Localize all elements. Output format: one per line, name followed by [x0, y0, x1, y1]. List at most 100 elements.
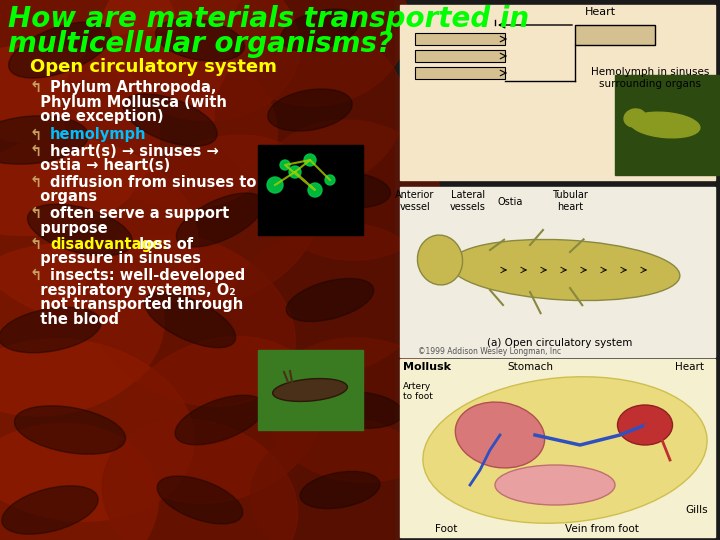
Ellipse shape [0, 45, 160, 235]
Ellipse shape [63, 32, 277, 208]
Text: (a) Open circulatory system: (a) Open circulatory system [487, 338, 633, 348]
Text: ↰: ↰ [30, 80, 42, 95]
Ellipse shape [423, 377, 707, 523]
Bar [415, 50, 505, 62]
Bar [258, 145, 363, 235]
Text: Artery
to foot: Artery to foot [403, 382, 433, 401]
Text: one exception): one exception) [30, 109, 163, 124]
Text: ↰: ↰ [30, 206, 42, 221]
Ellipse shape [260, 120, 440, 260]
Text: ↰: ↰ [30, 144, 42, 159]
Ellipse shape [287, 279, 374, 321]
Ellipse shape [0, 307, 101, 353]
Ellipse shape [0, 138, 198, 322]
Ellipse shape [0, 423, 158, 540]
Ellipse shape [119, 135, 321, 305]
Ellipse shape [231, 223, 428, 377]
Bar [575, 25, 655, 45]
Bar [415, 33, 505, 45]
Text: loss of: loss of [135, 237, 194, 252]
Text: Phylum Mollusca (with: Phylum Mollusca (with [30, 94, 227, 110]
Ellipse shape [102, 419, 297, 540]
Text: heart(s) → sinuses →: heart(s) → sinuses → [50, 144, 219, 159]
Text: Mollusk: Mollusk [403, 362, 451, 372]
Text: ©1999 Addison Wesley Longman, Inc: ©1999 Addison Wesley Longman, Inc [418, 347, 562, 356]
Text: Hemolymph in sinuses
surrounding organs: Hemolymph in sinuses surrounding organs [591, 67, 709, 89]
Ellipse shape [0, 116, 89, 164]
Ellipse shape [455, 402, 544, 468]
Text: ↰: ↰ [30, 237, 42, 252]
Ellipse shape [265, 338, 455, 482]
Ellipse shape [418, 235, 462, 285]
Ellipse shape [101, 0, 300, 120]
Text: insects: well-developed: insects: well-developed [50, 268, 246, 283]
Bar [400, 359, 715, 537]
Ellipse shape [251, 420, 429, 540]
Ellipse shape [231, 0, 409, 106]
Bar [400, 5, 715, 180]
Text: ↰: ↰ [30, 175, 42, 190]
Ellipse shape [27, 204, 132, 256]
Text: Gills: Gills [685, 505, 708, 515]
Bar [258, 350, 363, 430]
Text: often serve a support: often serve a support [50, 206, 229, 221]
Text: hemolymph: hemolymph [50, 127, 146, 143]
Bar [615, 75, 720, 175]
Text: not transported through: not transported through [30, 297, 243, 312]
Text: disadvantage:: disadvantage: [50, 237, 168, 252]
Ellipse shape [495, 465, 615, 505]
Ellipse shape [175, 395, 265, 445]
Ellipse shape [630, 112, 700, 138]
Text: ↰: ↰ [30, 127, 42, 143]
Text: Ostia: Ostia [498, 197, 523, 207]
Ellipse shape [215, 30, 405, 191]
Text: multicellular organisms?: multicellular organisms? [8, 30, 393, 58]
Text: purpose: purpose [30, 220, 107, 235]
Circle shape [325, 175, 335, 185]
Ellipse shape [273, 379, 347, 401]
Circle shape [280, 160, 290, 170]
Text: ↰: ↰ [30, 268, 42, 283]
Text: diffusion from sinuses to: diffusion from sinuses to [50, 175, 256, 190]
Text: Heart: Heart [675, 362, 704, 372]
Ellipse shape [268, 89, 352, 131]
Circle shape [289, 166, 301, 178]
Circle shape [304, 154, 316, 166]
Text: Vein from foot: Vein from foot [565, 524, 639, 534]
Text: pressure in sinuses: pressure in sinuses [30, 252, 201, 267]
Bar [0, 0, 395, 540]
Ellipse shape [618, 405, 672, 445]
Text: organs: organs [30, 190, 97, 205]
Text: Tubular
heart: Tubular heart [552, 190, 588, 212]
Bar [395, 0, 720, 540]
Ellipse shape [123, 94, 217, 146]
Text: Open circulatory system: Open circulatory system [30, 58, 277, 76]
Ellipse shape [0, 339, 194, 521]
Ellipse shape [450, 239, 680, 301]
Ellipse shape [156, 19, 245, 61]
Bar [415, 67, 505, 79]
Text: Foot: Foot [435, 524, 457, 534]
Ellipse shape [157, 476, 243, 524]
Ellipse shape [318, 392, 402, 428]
Ellipse shape [9, 22, 112, 78]
Circle shape [308, 183, 322, 197]
Ellipse shape [85, 234, 295, 406]
Ellipse shape [281, 9, 359, 51]
Circle shape [267, 177, 283, 193]
Ellipse shape [144, 292, 235, 348]
Text: Lateral
vessels: Lateral vessels [450, 190, 486, 212]
Bar [400, 187, 715, 357]
Ellipse shape [0, 0, 177, 144]
Text: Phylum Arthropoda,: Phylum Arthropoda, [50, 80, 217, 95]
Text: ostia → heart(s): ostia → heart(s) [30, 159, 170, 173]
Text: respiratory systems, O₂: respiratory systems, O₂ [30, 282, 235, 298]
Ellipse shape [2, 486, 98, 534]
Text: Heart: Heart [585, 7, 616, 17]
Text: How are materials transported in: How are materials transported in [8, 5, 529, 33]
Text: Stomach: Stomach [507, 362, 553, 372]
Ellipse shape [0, 244, 164, 416]
Text: Anterior
vessel: Anterior vessel [395, 190, 435, 212]
Ellipse shape [176, 193, 264, 247]
Ellipse shape [310, 172, 390, 208]
